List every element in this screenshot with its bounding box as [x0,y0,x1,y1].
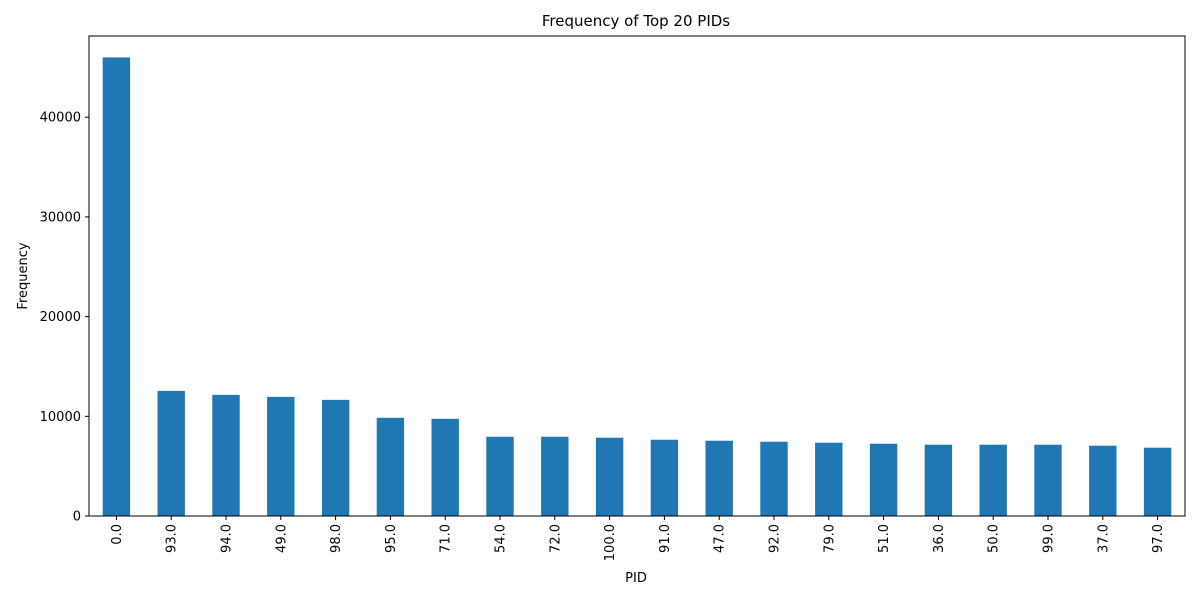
x-tick-label: 37.0 [1096,524,1111,553]
y-tick-label: 0 [73,510,81,525]
x-axis-ticks: 0.0 93.0 94.0 49.0 98.0 95.0 71.0 54.0 72.0 100.0… [110,516,1166,561]
bar-72.0 [541,436,569,516]
x-tick-label: 54.0 [494,524,509,553]
bar-97.0 [1143,447,1172,516]
bar-47.0 [705,440,733,516]
x-tick-label: 97.0 [1151,524,1166,553]
y-axis-label: Frequency [16,242,31,309]
bar-95.0 [376,417,405,516]
bar-54.0 [486,436,514,516]
x-tick-label: 50.0 [987,524,1002,553]
bar-98.0 [321,399,350,516]
x-tick-label: 95.0 [384,524,399,553]
bars-group [102,57,1172,517]
bar-71.0 [431,418,459,516]
y-tick-label: 10000 [40,410,81,425]
y-tick-label: 20000 [40,310,81,325]
bar-0.0 [102,57,131,517]
x-tick-label: 92.0 [768,524,783,553]
bar-79.0 [815,442,843,516]
y-axis-ticks: 0 10000 20000 30000 40000 [40,111,89,525]
bar-99.0 [1034,444,1062,516]
x-tick-label: 91.0 [658,524,673,553]
x-tick-label: 99.0 [1042,524,1057,553]
x-tick-label: 100.0 [603,524,618,561]
x-tick-label: 49.0 [274,524,289,553]
bar-50.0 [979,444,1007,516]
x-tick-label: 72.0 [548,524,563,553]
bar-93.0 [157,390,185,516]
x-tick-label: 51.0 [877,524,892,553]
x-axis-label: PID [625,571,647,586]
bar-94.0 [212,394,240,516]
x-tick-label: 79.0 [822,524,837,553]
bar-51.0 [869,443,898,516]
bar-100.0 [595,437,624,516]
chart-title: Frequency of Top 20 PIDs [542,12,730,30]
x-tick-label: 93.0 [165,524,180,553]
bar-37.0 [1089,445,1117,516]
x-tick-label: 98.0 [329,524,344,553]
x-tick-label: 0.0 [110,524,125,545]
plot-frame [88,35,1186,517]
bar-92.0 [760,441,788,516]
bar-49.0 [267,396,295,516]
x-tick-label: 36.0 [932,524,947,553]
y-tick-label: 30000 [40,210,81,225]
bar-91.0 [650,439,679,516]
x-tick-label: 94.0 [220,524,235,553]
y-tick-label: 40000 [40,111,81,126]
x-tick-label: 47.0 [713,524,728,553]
x-tick-label: 71.0 [439,524,454,553]
bar-36.0 [924,444,953,516]
